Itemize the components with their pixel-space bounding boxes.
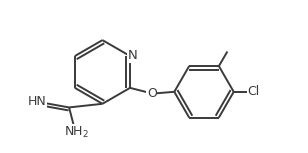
Text: NH$_2$: NH$_2$: [64, 125, 89, 140]
Text: O: O: [147, 87, 157, 100]
Text: HN: HN: [28, 95, 47, 108]
Text: Cl: Cl: [247, 85, 259, 98]
Text: N: N: [128, 49, 137, 62]
